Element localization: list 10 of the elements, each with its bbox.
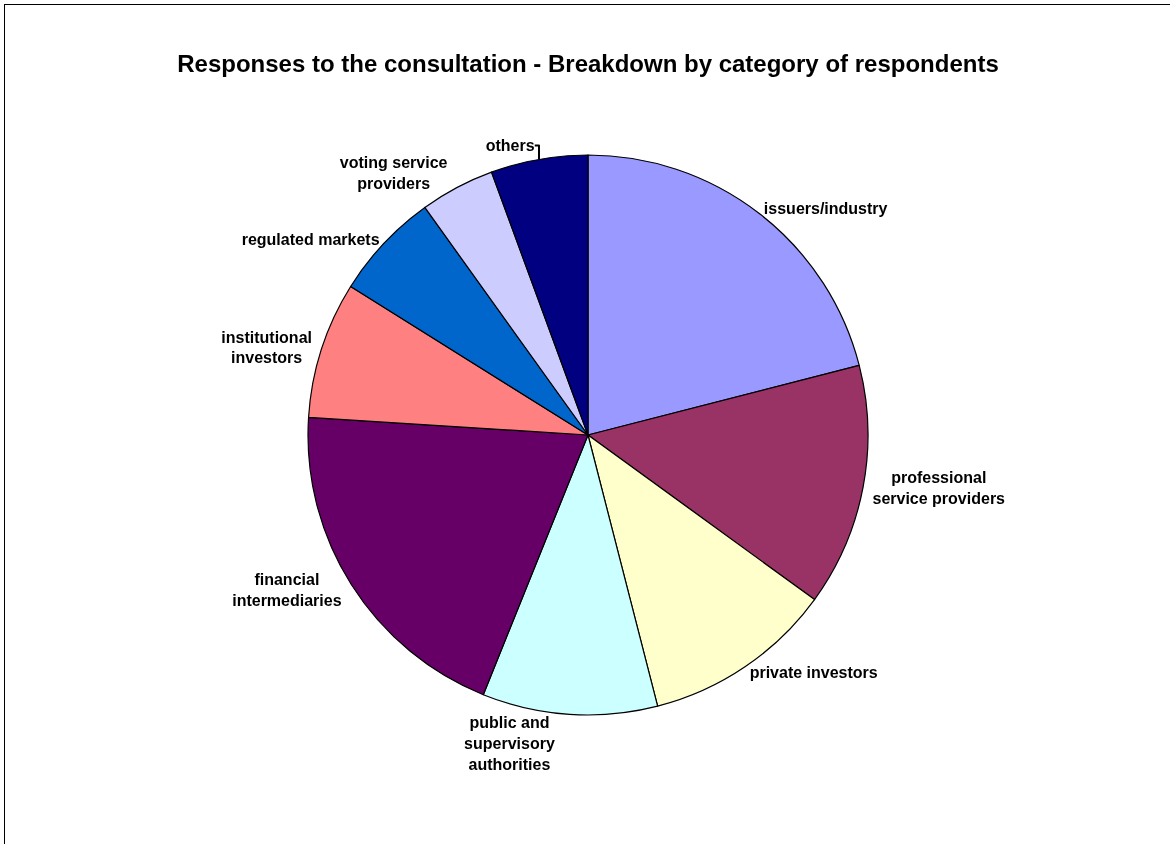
slice-label: professional service providers [872,469,1006,508]
slice-label: financial intermediaries [232,570,342,609]
slice-label: regulated markets [241,230,380,248]
slice-label: issuers/industry [763,199,888,217]
slice-label: public and supervisory authorities [464,714,555,773]
chart-title: Responses to the consultation - Breakdown by category of respondents [177,50,999,78]
slice-label: voting service providers [339,153,448,192]
slice-label: institutional investors [221,328,312,367]
slice-label: others [485,136,535,154]
slice-label: private investors [749,663,878,681]
